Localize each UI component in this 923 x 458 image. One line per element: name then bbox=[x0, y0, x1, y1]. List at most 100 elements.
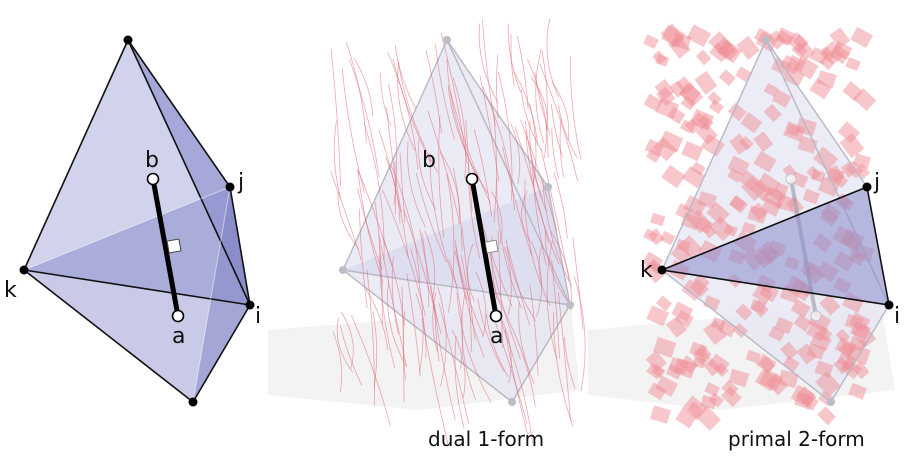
dual-form-stroke bbox=[339, 325, 363, 386]
dual-form-stroke bbox=[559, 118, 564, 178]
primal-form-patch bbox=[655, 375, 679, 397]
primal-form-patch bbox=[848, 382, 867, 400]
dual-form-stroke bbox=[510, 123, 521, 184]
dual-form-stroke bbox=[475, 271, 487, 338]
dual-form-stroke bbox=[418, 139, 436, 210]
dual-form-stroke bbox=[380, 72, 392, 126]
primal-form-patch bbox=[669, 80, 687, 98]
dual-form-stroke bbox=[337, 191, 359, 250]
primal-form-patch bbox=[709, 216, 735, 242]
dual-vertex-b bbox=[146, 172, 160, 186]
primal-form-patch bbox=[645, 350, 667, 372]
dual-form-stroke bbox=[397, 59, 438, 173]
primal-form-patch bbox=[763, 103, 782, 123]
dual-form-stroke bbox=[387, 51, 419, 170]
dual-form-stroke bbox=[482, 19, 496, 127]
dual-vertex-a-2 bbox=[489, 309, 503, 323]
primal-form-patch bbox=[729, 133, 750, 155]
dual-form-stroke bbox=[518, 302, 535, 384]
primal-form-patch bbox=[760, 197, 782, 217]
primal-form-patch bbox=[703, 320, 728, 345]
primal-form-patch bbox=[796, 41, 815, 61]
primal-form-patch bbox=[790, 299, 811, 319]
dual-form-stroke bbox=[394, 45, 417, 109]
dual-form-stroke bbox=[454, 240, 484, 336]
primal-form-patch bbox=[666, 315, 688, 338]
dual-form-stroke bbox=[546, 240, 558, 360]
primal-form-patch bbox=[795, 386, 817, 407]
primal-form-patch bbox=[650, 212, 666, 227]
primal-form-patch bbox=[727, 102, 747, 122]
dual-form-stroke bbox=[546, 18, 560, 98]
primal-form-patch bbox=[704, 382, 721, 397]
face-inner-kji bbox=[24, 187, 250, 305]
primal-form-patch bbox=[806, 343, 826, 360]
dual-form-stroke bbox=[351, 315, 391, 426]
primal-2-form-patches bbox=[642, 23, 877, 431]
dual-form-stroke bbox=[465, 119, 473, 212]
dual-form-stroke bbox=[365, 288, 389, 350]
primal-form-patch bbox=[682, 194, 707, 218]
dual-form-stroke bbox=[451, 329, 466, 398]
dual-form-stroke bbox=[346, 42, 367, 143]
primal-form-patch bbox=[754, 369, 779, 392]
dual-edge-ab bbox=[150, 178, 181, 317]
dual-form-stroke bbox=[399, 152, 406, 223]
primal-form-patch bbox=[777, 369, 799, 389]
primal-form-patch bbox=[655, 97, 680, 120]
label-a: a bbox=[172, 324, 185, 349]
dual-form-stroke bbox=[330, 171, 362, 261]
dual-form-stroke bbox=[551, 81, 570, 141]
dual-form-stroke bbox=[382, 189, 426, 317]
dual-form-stroke bbox=[461, 294, 476, 400]
dual-form-stroke bbox=[447, 84, 489, 194]
dual-vertex-a bbox=[171, 309, 185, 323]
primal-form-patch bbox=[718, 69, 736, 87]
dual-form-stroke bbox=[415, 292, 427, 359]
primal-form-patch bbox=[774, 316, 794, 335]
dual-form-stroke bbox=[524, 179, 542, 286]
dual-form-stroke bbox=[456, 292, 492, 404]
dual-form-stroke bbox=[427, 110, 461, 224]
dual-form-stroke bbox=[525, 131, 560, 265]
primal-form-patch bbox=[741, 176, 766, 202]
dual-form-stroke bbox=[570, 55, 582, 160]
primal-form-patch bbox=[695, 49, 712, 66]
dual-form-stroke bbox=[516, 35, 529, 110]
primal-form-patch bbox=[700, 133, 725, 157]
primal-vertices-3 bbox=[657, 182, 894, 310]
dual-form-stroke bbox=[454, 336, 465, 428]
primal-form-patch bbox=[837, 121, 861, 144]
caption-dual-1-form: dual 1-form bbox=[428, 427, 544, 451]
label-b-2: b bbox=[422, 148, 436, 173]
dual-form-stroke bbox=[513, 71, 538, 146]
primal-form-patch bbox=[819, 54, 835, 71]
dual-form-stroke bbox=[349, 59, 380, 178]
dual-form-stroke bbox=[521, 191, 531, 242]
dual-form-stroke bbox=[330, 48, 341, 187]
dual-form-stroke bbox=[392, 58, 431, 163]
primal-form-patch bbox=[806, 165, 821, 181]
primal-form-patch bbox=[652, 136, 678, 162]
primal-form-patch bbox=[815, 371, 841, 397]
primal-form-patch bbox=[850, 26, 873, 49]
dual-form-stroke bbox=[542, 179, 573, 287]
dual-form-stroke bbox=[541, 50, 548, 159]
primal-form-patch bbox=[793, 314, 812, 332]
dual-form-stroke bbox=[497, 230, 504, 348]
dual-edge-ab-2 bbox=[469, 178, 499, 317]
primal-form-patch bbox=[700, 394, 717, 410]
dual-form-stroke bbox=[366, 270, 376, 407]
dual-form-stroke bbox=[505, 239, 536, 322]
dual-form-stroke bbox=[531, 159, 547, 266]
dual-form-stroke bbox=[340, 311, 354, 369]
primal-form-patch bbox=[646, 362, 664, 380]
primal-form-patch bbox=[755, 353, 777, 374]
dual-form-stroke bbox=[563, 336, 576, 389]
dual-form-stroke bbox=[429, 152, 458, 286]
primal-form-patch bbox=[726, 168, 743, 183]
dual-form-stroke bbox=[478, 23, 499, 104]
dual-form-stroke bbox=[477, 298, 505, 372]
primal-form-patch bbox=[826, 164, 845, 184]
dual-form-stroke bbox=[504, 330, 528, 435]
